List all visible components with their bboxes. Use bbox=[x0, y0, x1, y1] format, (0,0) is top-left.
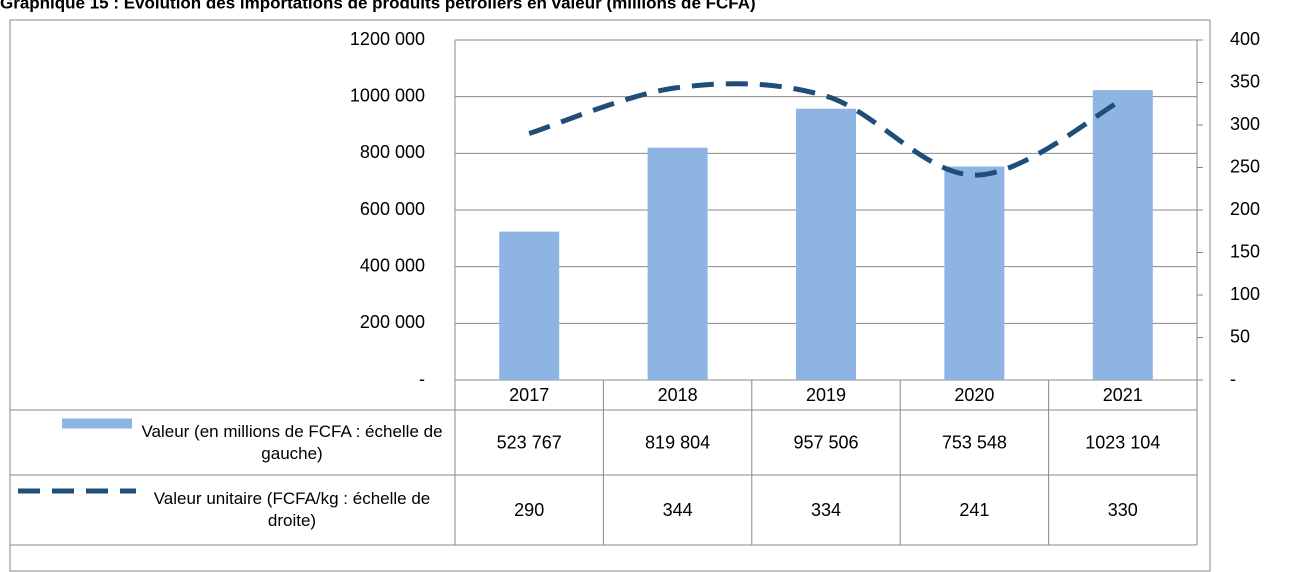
x-tick-label: 2017 bbox=[509, 385, 549, 405]
y2-tick-label: 400 bbox=[1230, 29, 1260, 49]
bar bbox=[944, 166, 1005, 380]
data-label: 523 767 bbox=[497, 432, 562, 452]
data-label: 753 548 bbox=[942, 432, 1007, 452]
y-tick-label: 600 000 bbox=[360, 199, 425, 219]
legend-label: Valeur unitaire (FCFA/kg : échelle de dr… bbox=[153, 489, 431, 530]
y-tick-label: 800 000 bbox=[360, 142, 425, 162]
y2-tick-label: 50 bbox=[1230, 326, 1250, 346]
line bbox=[528, 81, 1124, 178]
legend-label: Valeur (en millions de FCFA : échelle de… bbox=[141, 421, 443, 463]
data-label: 330 bbox=[1108, 500, 1138, 520]
data-label: 819 804 bbox=[645, 432, 710, 452]
bar bbox=[647, 147, 708, 380]
x-tick-label: 2020 bbox=[954, 385, 994, 405]
y-tick-label: - bbox=[419, 369, 425, 389]
bar bbox=[1092, 90, 1153, 380]
y-tick-label: 400 000 bbox=[360, 255, 425, 275]
y-tick-label: 200 000 bbox=[360, 312, 425, 332]
bar bbox=[796, 108, 856, 380]
legend-label: Valeur unitaire (FCFA/kg : échelle de dr… bbox=[153, 489, 431, 530]
data-label: 241 bbox=[959, 500, 989, 520]
x-tick-label: 2019 bbox=[806, 385, 846, 405]
chart-title: Graphique 15 : Evolution des importation… bbox=[0, 0, 756, 12]
y-tick-label: 1200 000 bbox=[350, 29, 425, 49]
y2-tick-label: 250 bbox=[1230, 156, 1260, 176]
legend-swatch bbox=[62, 418, 132, 429]
x-tick-label: 2021 bbox=[1103, 385, 1143, 405]
data-label: 957 506 bbox=[793, 432, 858, 452]
x-tick-label: 2018 bbox=[658, 385, 698, 405]
legend-label: Valeur (en millions de FCFA : échelle de… bbox=[141, 421, 443, 463]
y-tick-label: 1000 000 bbox=[350, 85, 425, 105]
y2-tick-label: 150 bbox=[1230, 241, 1260, 261]
chart-frame bbox=[9, 19, 1211, 572]
y2-tick-label: 350 bbox=[1230, 71, 1260, 91]
bar bbox=[499, 231, 560, 380]
y2-tick-label: - bbox=[1230, 369, 1236, 389]
y2-tick-label: 100 bbox=[1230, 284, 1260, 304]
data-label: 344 bbox=[663, 500, 693, 520]
data-label: 290 bbox=[514, 500, 544, 520]
data-label: 1023 104 bbox=[1085, 432, 1160, 452]
y2-tick-label: 300 bbox=[1230, 114, 1260, 134]
data-label: 334 bbox=[811, 500, 841, 520]
y2-tick-label: 200 bbox=[1230, 199, 1260, 219]
